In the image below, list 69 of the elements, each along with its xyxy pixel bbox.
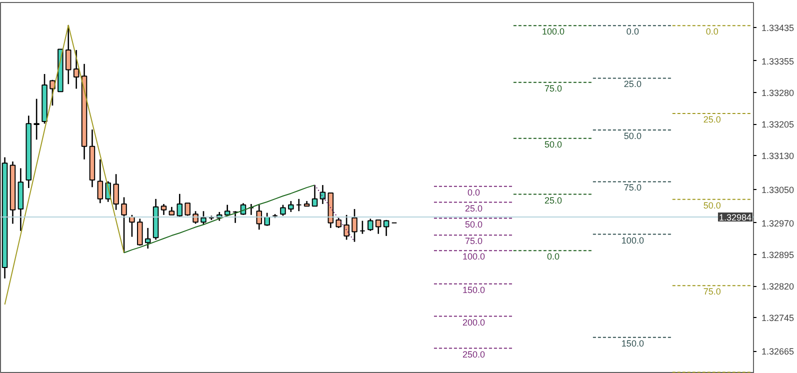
series-label: 100.0 <box>462 252 485 262</box>
candlestick <box>121 196 127 254</box>
candlestick <box>288 200 294 213</box>
line-series <box>4 24 125 306</box>
series-label: 0.0 <box>626 26 639 37</box>
candlestick <box>137 218 143 246</box>
candlestick <box>296 198 302 212</box>
series-label: 50.0 <box>703 200 721 210</box>
y-tick-label: 1.32665 <box>762 346 794 357</box>
series-label: 250.0 <box>462 349 485 360</box>
y-tick-label: 1.33050 <box>762 184 794 195</box>
candlestick <box>344 214 350 240</box>
candlestick <box>232 210 238 224</box>
series-label: 50.0 <box>464 219 482 230</box>
candlestick <box>224 204 230 216</box>
series-label: 75.0 <box>703 286 721 297</box>
candlestick <box>280 204 286 216</box>
candlestick <box>73 49 80 90</box>
line-series <box>314 184 356 242</box>
series-label: 150.0 <box>621 338 644 348</box>
candlestick <box>184 202 190 216</box>
candlestick <box>34 98 40 140</box>
series-label: 75.0 <box>544 83 562 94</box>
series-label: 25.0 <box>544 195 562 206</box>
series-label: 75.0 <box>624 182 642 193</box>
y-tick-label: 1.32895 <box>762 250 794 260</box>
candlestick <box>248 203 254 216</box>
series-label: 50.0 <box>624 130 642 141</box>
series-label: 100.0 <box>542 26 564 37</box>
candlestick <box>97 158 104 204</box>
candlestick <box>176 193 183 218</box>
line-series <box>124 184 316 254</box>
candlestick <box>144 227 151 250</box>
candlestick <box>160 203 167 216</box>
y-tick-label: 1.32970 <box>762 218 794 228</box>
candlestick <box>200 210 206 226</box>
series-label: 50.0 <box>544 139 562 150</box>
candlestick <box>65 24 72 85</box>
candlestick <box>368 218 374 232</box>
y-tick-label: 1.32820 <box>762 282 794 292</box>
y-tick-label: 1.33355 <box>762 56 794 66</box>
series-label: 75.0 <box>464 236 482 246</box>
y-tick-label: 1.33130 <box>762 151 794 162</box>
series-label: 150.0 <box>462 284 485 295</box>
series-label: 0.0 <box>467 187 480 198</box>
candlestick <box>336 217 342 229</box>
ref-line-label: 1.32984 <box>718 212 752 223</box>
series-label: 25.0 <box>703 114 721 125</box>
series-label: 200.0 <box>462 317 485 328</box>
candlestick <box>360 220 366 234</box>
series-label: 25.0 <box>624 79 642 90</box>
candlestick <box>256 204 262 230</box>
series-label: 25.0 <box>464 203 482 214</box>
candlestick <box>264 212 270 227</box>
candlestick <box>50 79 56 106</box>
candlestick <box>113 173 119 211</box>
y-tick-label: 1.33205 <box>762 120 794 130</box>
series-label: 0.0 <box>706 26 718 37</box>
candlestick <box>375 219 382 234</box>
candlestick <box>352 208 358 242</box>
y-tick-label: 1.33280 <box>762 88 794 98</box>
candlestick <box>320 184 326 205</box>
candlestick <box>312 184 318 207</box>
y-tick-label: 1.32745 <box>762 313 794 324</box>
series-label: 100.0 <box>621 235 644 246</box>
y-tick-label: 1.33435 <box>762 22 794 33</box>
candlestick <box>383 219 390 237</box>
candlestick <box>192 210 198 224</box>
series-label: 0.0 <box>546 252 560 262</box>
